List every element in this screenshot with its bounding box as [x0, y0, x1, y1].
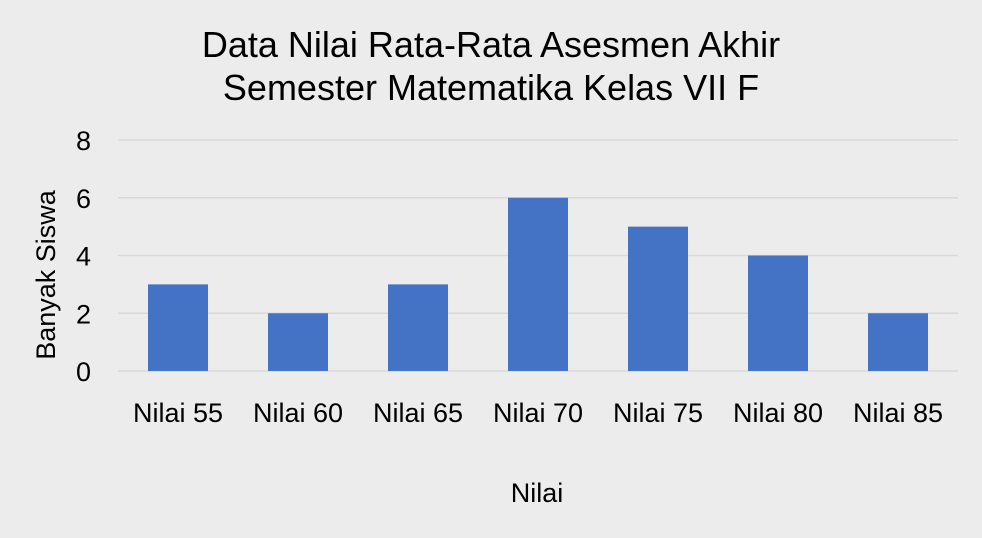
- bars: [148, 197, 928, 371]
- x-tick-label: Nilai 55: [133, 398, 223, 428]
- x-axis-ticks: Nilai 55 Nilai 60 Nilai 65 Nilai 70 Nilai 75…: [133, 398, 943, 428]
- chart-title-line-1: Data Nilai Rata-Rata Asesmen Akhir: [202, 24, 780, 65]
- bar-nilai-85: [868, 313, 928, 371]
- x-tick-label: Nilai 65: [373, 398, 463, 428]
- bar-nilai-75: [628, 226, 688, 371]
- y-tick-label: 4: [76, 242, 91, 272]
- bar-nilai-65: [388, 284, 448, 371]
- bar-nilai-80: [748, 255, 808, 371]
- y-axis-ticks: 0 2 4 6 8: [76, 126, 91, 387]
- x-tick-label: Nilai 80: [733, 398, 823, 428]
- bar-nilai-70: [508, 197, 568, 371]
- chart-title-line-2: Semester Matematika Kelas VII F: [223, 67, 759, 108]
- x-tick-label: Nilai 75: [613, 398, 703, 428]
- y-tick-label: 8: [76, 126, 91, 156]
- x-tick-label: Nilai 60: [253, 398, 343, 428]
- x-tick-label: Nilai 70: [493, 398, 583, 428]
- x-axis-title: Nilai: [511, 478, 564, 508]
- x-tick-label: Nilai 85: [853, 398, 943, 428]
- bar-nilai-55: [148, 284, 208, 371]
- y-axis-title: Banyak Siswa: [31, 189, 61, 360]
- y-tick-label: 0: [76, 357, 91, 387]
- y-tick-label: 6: [76, 184, 91, 214]
- bar-nilai-60: [268, 313, 328, 371]
- y-tick-label: 2: [76, 299, 91, 329]
